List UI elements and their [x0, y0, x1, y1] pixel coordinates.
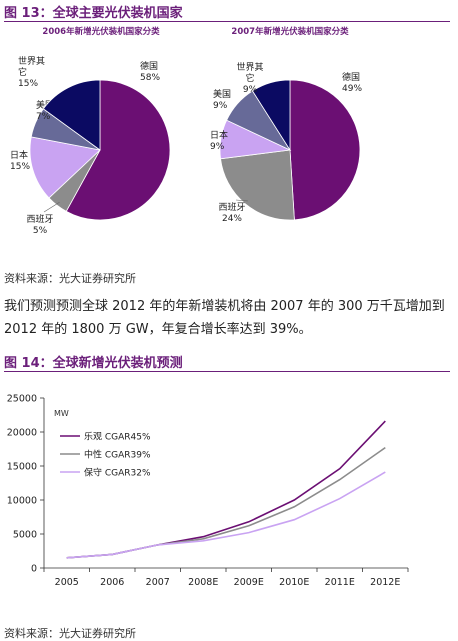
x-tick-label: 2005 — [55, 577, 79, 588]
legend-label-3: 保守 CGAR32% — [84, 467, 151, 479]
pie-label-西班牙: 西班牙 24% — [218, 201, 245, 224]
figure13-rule — [4, 21, 450, 22]
pie-label-世界其它: 世界其它 15% — [18, 55, 45, 89]
y-tick-label: 5000 — [13, 530, 37, 541]
pie-slice-德国 — [65, 79, 171, 221]
x-tick-label: 2010E — [279, 577, 309, 588]
pie-label-美国: 美国 9% — [213, 88, 231, 111]
unit-label: MW — [54, 409, 69, 418]
legend-label-1: 乐观 CGAR45% — [84, 431, 151, 443]
x-tick-label: 2008E — [188, 577, 218, 588]
figure14-source: 资料来源：光大证券研究所 — [4, 627, 136, 640]
figure14-line-chart: 0 5000 10000 15000 20000 25000 2005 2006 2007 200… — [7, 394, 409, 588]
pie-slice-西班牙 — [220, 149, 295, 221]
x-tick-label: 2012E — [370, 577, 400, 588]
figure13-title: 图 13：全球主要光伏装机国家 — [4, 6, 183, 21]
pie-label-德国: 德国 49% — [342, 71, 362, 94]
series-line-3 — [66, 471, 386, 559]
y-tick-label: 20000 — [7, 428, 37, 439]
pie-title: 2007年新增光伏装机国家分类 — [231, 26, 349, 37]
figure14-rule — [4, 371, 450, 372]
pie-label-西班牙: 西班牙 5% — [26, 213, 53, 236]
series-line-2 — [66, 446, 386, 559]
x-tick-label: 2009E — [234, 577, 264, 588]
pie-leader-line — [235, 199, 248, 202]
figure13-source: 资料来源：光大证券研究所 — [4, 272, 136, 285]
pie-label-德国: 德国 58% — [140, 60, 160, 83]
x-tick-label: 2006 — [100, 577, 124, 588]
pie-slice-德国 — [289, 79, 361, 221]
pie-slice-世界其它 — [251, 79, 291, 152]
pie-label-日本: 日本 9% — [210, 129, 228, 152]
x-tick-label: 2011E — [325, 577, 355, 588]
body-paragraph: 我们预测预测全球 2012 年的年新增装机将由 2007 年的 300 万千瓦增… — [4, 299, 445, 337]
legend-label-2: 中性 CGAR39% — [84, 449, 151, 461]
y-tick-label: 0 — [31, 564, 37, 575]
y-tick-label: 10000 — [7, 496, 37, 507]
pie-label-世界其它: 世界其它 9% — [236, 61, 263, 95]
pie-title: 2006年新增光伏装机国家分类 — [42, 26, 160, 37]
pie-label-日本: 日本 15% — [10, 149, 30, 172]
y-tick-label: 15000 — [7, 462, 37, 473]
pie-slice-世界其它 — [42, 79, 101, 151]
pie-leader-line — [43, 201, 60, 213]
pie-slice-日本 — [29, 136, 101, 199]
y-tick-label: 25000 — [7, 394, 37, 405]
x-tick-label: 2007 — [146, 577, 170, 588]
figure14-title: 图 14：全球新增光伏装机预测 — [4, 356, 183, 371]
